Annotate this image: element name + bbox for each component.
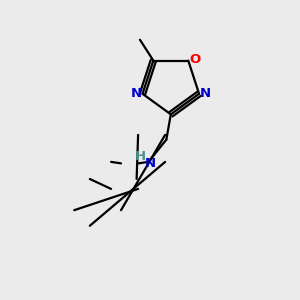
Text: N: N bbox=[200, 87, 211, 100]
Text: N: N bbox=[130, 87, 142, 100]
Text: H: H bbox=[135, 150, 146, 163]
Text: N: N bbox=[144, 157, 156, 170]
Text: O: O bbox=[189, 52, 200, 66]
